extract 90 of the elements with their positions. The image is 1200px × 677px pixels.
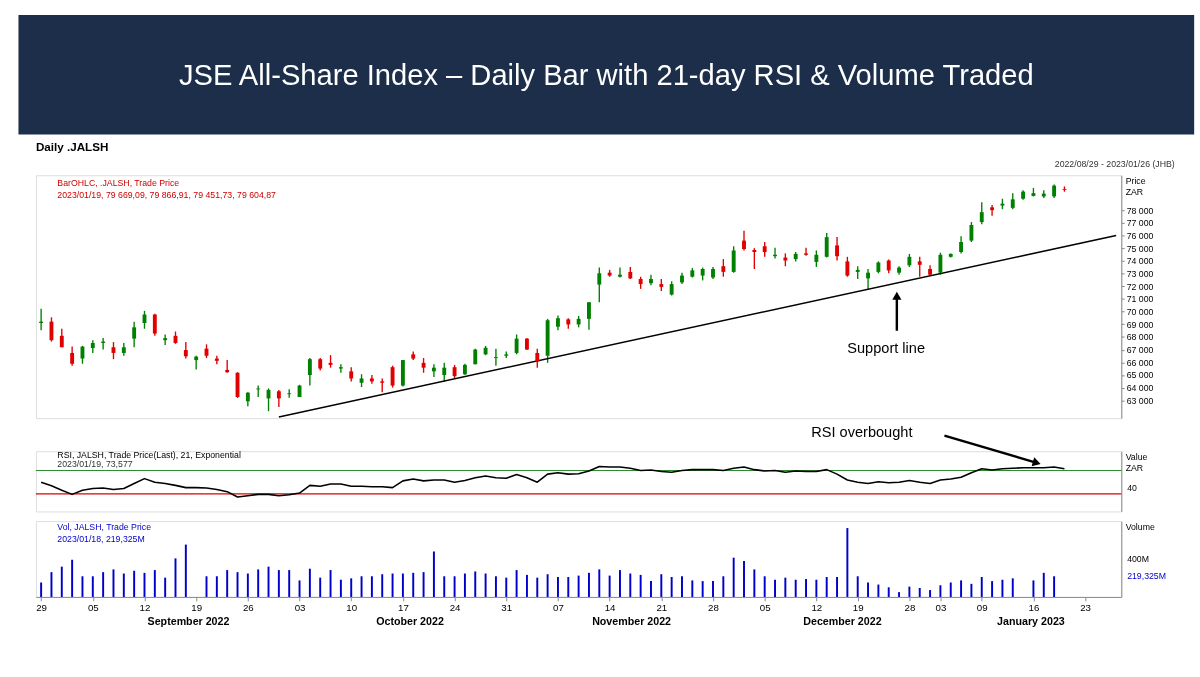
x-tick-label: 19 [191, 602, 203, 614]
x-tick-label: 24 [449, 602, 462, 614]
candlestick [163, 333, 168, 346]
annotation: BarOHLC, .JALSH, Trade Price [57, 177, 180, 188]
candlestick [824, 232, 829, 259]
candlestick [307, 357, 312, 387]
x-tick-label: 21 [656, 602, 668, 614]
x-tick-label: 05 [87, 602, 99, 614]
candlestick [132, 320, 137, 348]
chart-subtitle: Daily .JALSH [35, 139, 109, 153]
x-tick-label: 16 [1028, 602, 1040, 614]
y-tick-label: 65 000 [1126, 370, 1154, 381]
candlestick [866, 268, 870, 291]
x-tick-label: 19 [852, 602, 864, 614]
x-tick-label: 05 [759, 602, 771, 614]
x-tick-label: 26 [242, 602, 254, 614]
annotation: 2023/01/18, 219,325M [57, 533, 145, 544]
y-tick-label: 67 000 [1126, 345, 1154, 356]
candlestick [493, 347, 498, 367]
y-tick-label: 72 000 [1126, 281, 1154, 292]
candlestick [835, 236, 839, 262]
x-tick-label: 07 [553, 602, 564, 614]
text: September 2022 [147, 615, 230, 628]
y-tick-label: 69 000 [1126, 319, 1154, 330]
candlestick [845, 256, 850, 278]
candlestick [597, 266, 602, 303]
text: January 2023 [997, 615, 1065, 628]
y-tick-label: 66 000 [1126, 357, 1154, 368]
candlestick [514, 333, 519, 356]
text: November 2022 [592, 615, 672, 628]
candlestick [70, 345, 75, 367]
y-tick-label: 63 000 [1126, 395, 1154, 406]
candlestick [979, 201, 984, 226]
y-axis-title: Volume [1125, 522, 1155, 533]
candlestick [731, 245, 736, 274]
candlestick [390, 364, 395, 389]
candlestick [990, 204, 995, 217]
annotation: Vol, JALSH, Trade Price [57, 521, 152, 532]
y-tick-label: 71 000 [1126, 294, 1154, 305]
text: RSI, JALSH, Trade Price(Last), 21, Exponential [57, 450, 241, 460]
x-tick-label: 09 [976, 602, 988, 614]
candlestick [369, 374, 374, 385]
annotation: 2023/01/19, 79 669,09, 79 866,91, 79 451,73, 79 604,87 [57, 189, 277, 200]
y-axis-title: Price ZAR [1125, 176, 1146, 198]
text: 40 [1127, 483, 1137, 494]
x-tick-label: 12 [139, 602, 151, 614]
text: RSI overbought [811, 423, 913, 440]
y-axis-title: Value ZAR [1125, 452, 1148, 474]
y-tick-label: 77 000 [1126, 218, 1154, 229]
candlestick [183, 341, 188, 360]
y-tick-label: 78 000 [1126, 205, 1154, 216]
y-tick-label: 70 000 [1126, 307, 1154, 318]
candlestick [152, 312, 157, 337]
x-tick-label: 28 [904, 602, 916, 614]
candlestick [535, 347, 540, 369]
candlestick [194, 355, 199, 371]
candlestick [618, 266, 622, 279]
candlestick [442, 362, 447, 383]
candlestick [752, 247, 757, 270]
candlestick [917, 256, 922, 278]
y-tick-label: 75 000 [1126, 243, 1154, 254]
candlestick [338, 363, 343, 374]
x-tick-label: 14 [604, 602, 617, 614]
x-tick-label: 12 [811, 602, 823, 614]
x-tick-label: 17 [397, 602, 409, 614]
candlestick [742, 230, 746, 252]
x-tick-label: 29 [36, 602, 47, 614]
x-tick-label: 23 [1080, 602, 1091, 614]
annotation: 2023/01/19, 73,577 [57, 458, 133, 469]
x-tick-label: 10 [346, 602, 358, 614]
annotation: Support line [847, 340, 926, 357]
candlestick [804, 247, 808, 257]
candlestick [587, 301, 591, 331]
text: October 2022 [376, 615, 444, 628]
y-tick-label: 76 000 [1126, 230, 1154, 241]
x-tick-label: 28 [708, 602, 719, 614]
candlestick [938, 252, 943, 276]
x-tick-label: 03 [294, 602, 306, 614]
y-tick-label: 68 000 [1126, 332, 1154, 343]
text: 2022/08/29 - 2023/01/26 (JHB) [1054, 158, 1175, 169]
text: 400M [1127, 553, 1149, 564]
x-tick-label: 03 [935, 602, 947, 614]
chart-title: JSE All-Share Index – Daily Bar with 21-day RSI & Volume Traded [178, 58, 1034, 91]
y-tick-label: 64 000 [1126, 383, 1154, 394]
text: December 2022 [803, 615, 882, 628]
y-tick-label: 73 000 [1126, 268, 1154, 279]
candlestick [969, 221, 974, 243]
text: 219,325M [1127, 571, 1166, 582]
x-tick-label: 31 [501, 602, 513, 614]
y-tick-label: 74 000 [1126, 256, 1154, 267]
